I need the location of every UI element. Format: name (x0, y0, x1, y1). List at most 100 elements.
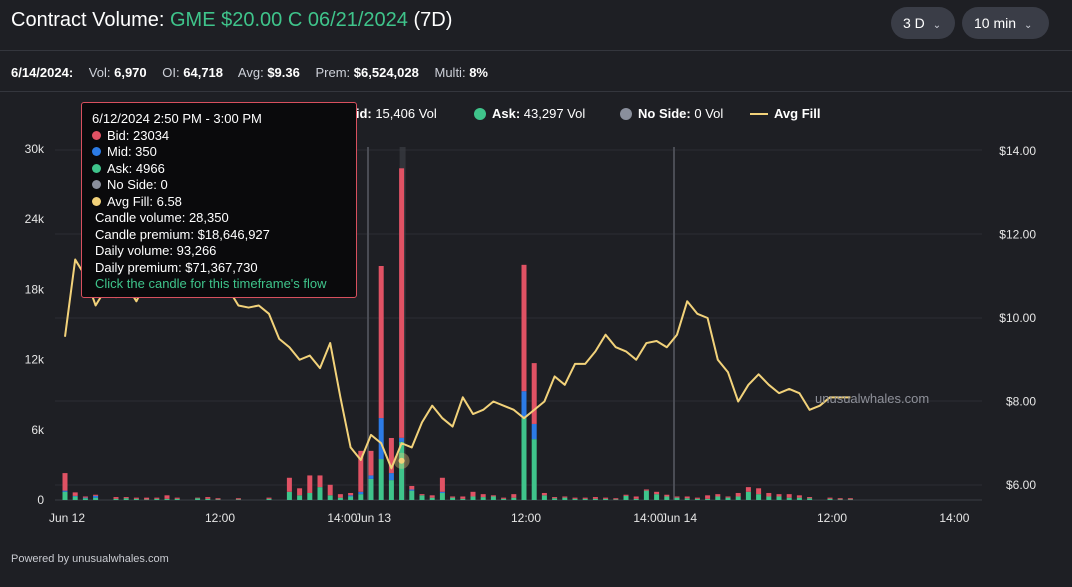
bar-ask[interactable] (664, 496, 670, 500)
bar-bid[interactable] (266, 497, 272, 499)
bar-ask[interactable] (82, 498, 88, 500)
bar-bid[interactable] (511, 494, 517, 498)
bar-bid[interactable] (409, 485, 415, 490)
bar-ask[interactable] (164, 498, 170, 500)
bar-bid[interactable] (827, 497, 833, 499)
bar-ask[interactable] (735, 496, 741, 500)
contract-symbol[interactable]: GME $20.00 C 06/21/2024 (169, 9, 408, 31)
bar-bid[interactable] (572, 497, 578, 499)
bar-bid[interactable] (766, 492, 772, 497)
bar-ask[interactable] (133, 498, 139, 500)
bar-ask[interactable] (62, 491, 68, 500)
bar-ask[interactable] (725, 497, 731, 500)
bar-bid[interactable] (450, 496, 456, 498)
bar-bid[interactable] (286, 477, 292, 492)
bar-ask[interactable] (786, 497, 792, 500)
bar-mid[interactable] (62, 490, 68, 492)
bar-bid[interactable] (613, 498, 619, 500)
bar-bid[interactable] (470, 491, 476, 497)
bar-bid[interactable] (684, 496, 690, 499)
bar-mid[interactable] (399, 437, 405, 442)
bar-ask[interactable] (776, 496, 782, 500)
bar-mid[interactable] (93, 495, 99, 498)
bar-mid[interactable] (409, 489, 415, 491)
bar-bid[interactable] (480, 494, 486, 498)
bar-bid[interactable] (82, 496, 88, 498)
bar-bid[interactable] (93, 494, 99, 496)
bar-ask[interactable] (766, 496, 772, 500)
bar-bid[interactable] (419, 494, 425, 496)
bar-bid[interactable] (174, 497, 180, 499)
bar-ask[interactable] (174, 498, 180, 500)
bar-ask[interactable] (123, 498, 129, 500)
bar-bid[interactable] (123, 497, 129, 499)
bar-ask[interactable] (592, 498, 598, 500)
bar-ask[interactable] (633, 498, 639, 500)
bar-ask[interactable] (745, 491, 751, 500)
bar-mid[interactable] (378, 418, 384, 460)
bar-bid[interactable] (603, 497, 609, 499)
bar-ask[interactable] (317, 487, 323, 500)
bar-ask[interactable] (348, 496, 354, 500)
bar-ask[interactable] (501, 498, 507, 500)
bar-ask[interactable] (266, 498, 272, 500)
interval-select[interactable]: 10 min ⌄ (962, 7, 1049, 39)
bar-ask[interactable] (572, 498, 578, 500)
bar-mid[interactable] (531, 423, 537, 440)
bar-bid[interactable] (164, 495, 170, 499)
bar-ask[interactable] (439, 492, 445, 500)
bar-ask[interactable] (521, 418, 527, 500)
bar-ask[interactable] (337, 497, 343, 500)
bar-bid[interactable] (215, 498, 221, 500)
bar-ask[interactable] (235, 499, 241, 500)
bar-ask[interactable] (807, 498, 813, 500)
bar-ask[interactable] (460, 498, 466, 500)
bar-bid[interactable] (664, 494, 670, 497)
bar-bid[interactable] (633, 496, 639, 499)
bar-bid[interactable] (582, 497, 588, 499)
bar-ask[interactable] (399, 441, 405, 500)
bar-ask[interactable] (215, 499, 221, 500)
bar-ask[interactable] (847, 499, 853, 500)
bar-bid[interactable] (439, 477, 445, 492)
bar-ask[interactable] (827, 498, 833, 500)
volume-chart[interactable]: 0 6k 12k 18k 24k 30k $6.00 $8.00 $10.00 $12.00 $14… (0, 92, 1072, 547)
bar-bid[interactable] (235, 498, 241, 500)
bar-bid[interactable] (592, 497, 598, 499)
bar-bid[interactable] (337, 494, 343, 498)
bar-bid[interactable] (562, 496, 568, 498)
bar-ask[interactable] (388, 480, 394, 500)
bar-mid[interactable] (348, 495, 354, 497)
bar-mid[interactable] (388, 473, 394, 481)
bar-ask[interactable] (705, 498, 711, 500)
bar-ask[interactable] (674, 497, 680, 500)
bar-bid[interactable] (195, 497, 201, 499)
bar-ask[interactable] (409, 490, 415, 500)
bar-mid[interactable] (358, 491, 364, 495)
bar-ask[interactable] (552, 498, 558, 500)
bar-ask[interactable] (480, 497, 486, 500)
bar-ask[interactable] (297, 495, 303, 500)
bar-ask[interactable] (378, 459, 384, 500)
bar-bid[interactable] (307, 475, 313, 493)
bar-bid[interactable] (317, 475, 323, 488)
bar-mid[interactable] (368, 475, 374, 479)
bar-ask[interactable] (327, 495, 333, 500)
bar-bid[interactable] (388, 437, 394, 474)
bar-mid[interactable] (82, 497, 88, 499)
bar-ask[interactable] (286, 491, 292, 500)
bar-bid[interactable] (501, 497, 507, 499)
bar-ask[interactable] (419, 495, 425, 500)
bar-bid[interactable] (154, 497, 160, 499)
bar-ask[interactable] (756, 494, 762, 500)
bar-bid[interactable] (531, 363, 537, 424)
bar-mid[interactable] (521, 391, 527, 419)
bar-bid[interactable] (144, 497, 150, 500)
bar-bid[interactable] (399, 168, 405, 438)
bar-ask[interactable] (613, 499, 619, 500)
bar-bid[interactable] (490, 495, 496, 497)
bar-ask[interactable] (93, 497, 99, 500)
range-select[interactable]: 3 D ⌄ (891, 7, 955, 39)
tooltip-flow-link[interactable]: Click the candle for this timeframe's fl… (95, 276, 327, 291)
bar-ask[interactable] (837, 499, 843, 500)
